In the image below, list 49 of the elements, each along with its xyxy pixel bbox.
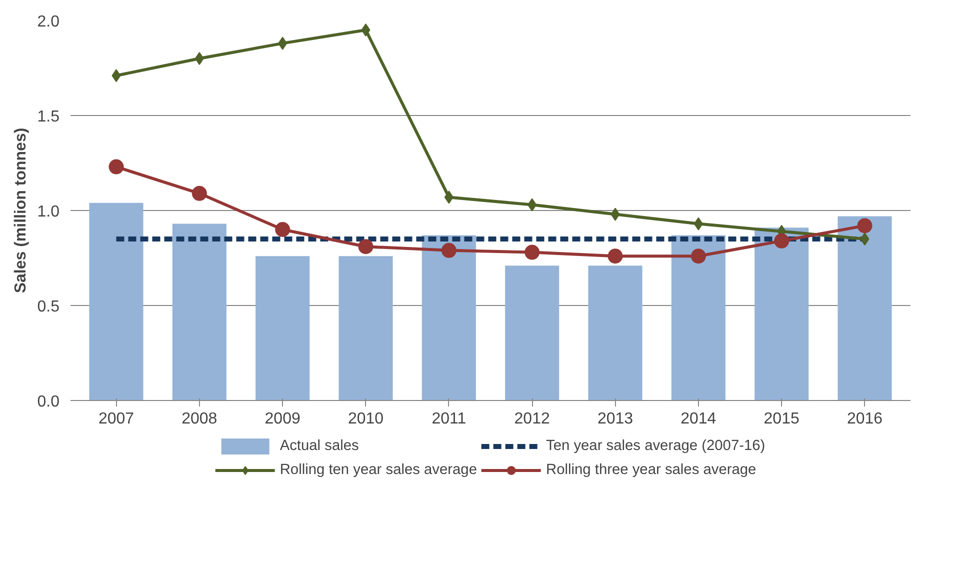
point — [441, 242, 456, 258]
x-tick-label: 2009 — [264, 410, 300, 428]
bar — [256, 256, 310, 400]
point — [694, 217, 703, 230]
bar — [89, 202, 144, 400]
point — [275, 222, 290, 237]
y-axis-title: Sales (million tonnes) — [12, 128, 30, 294]
y-tick-label: 1.5 — [37, 108, 60, 126]
point — [112, 69, 121, 82]
point — [860, 232, 870, 246]
x-tick-label: 2010 — [348, 410, 384, 428]
x-tick-label: 2007 — [98, 410, 134, 428]
point — [108, 159, 124, 174]
legend-label: Ten year sales average (2007-16) — [546, 438, 766, 454]
bar — [422, 235, 476, 400]
x-tick-label: 2014 — [680, 410, 716, 428]
point — [610, 208, 620, 221]
point — [857, 218, 872, 234]
x-tick-label: 2008 — [182, 410, 218, 428]
x-tick-label: 2013 — [597, 410, 634, 428]
point — [444, 190, 454, 204]
legend-label: Rolling three year sales average — [546, 462, 756, 478]
point — [524, 244, 540, 260]
point — [608, 248, 623, 264]
x-tick-label: 2015 — [764, 410, 800, 428]
y-tick-label: 2.0 — [37, 14, 60, 30]
point — [361, 24, 370, 36]
legend-label: Actual sales — [280, 438, 359, 454]
bar — [338, 256, 393, 400]
bar — [671, 235, 726, 400]
bar — [172, 224, 226, 400]
bar — [505, 266, 560, 400]
x-tick-label: 2012 — [514, 410, 550, 428]
y-tick-label: 0.5 — [37, 298, 60, 316]
point — [278, 36, 288, 50]
bar — [588, 266, 642, 400]
point — [192, 186, 207, 201]
bar — [754, 228, 809, 400]
point — [690, 248, 706, 264]
x-tick-label: 2011 — [432, 410, 466, 428]
y-tick-label: 1.0 — [37, 204, 60, 220]
legend-label: Rolling ten year sales average — [280, 462, 477, 478]
y-tick-label: 0.0 — [37, 394, 60, 410]
point — [528, 198, 537, 212]
point — [194, 52, 204, 65]
point — [774, 233, 790, 248]
bar — [838, 216, 892, 400]
x-tick-label: 2016 — [846, 410, 883, 428]
point — [358, 239, 374, 254]
